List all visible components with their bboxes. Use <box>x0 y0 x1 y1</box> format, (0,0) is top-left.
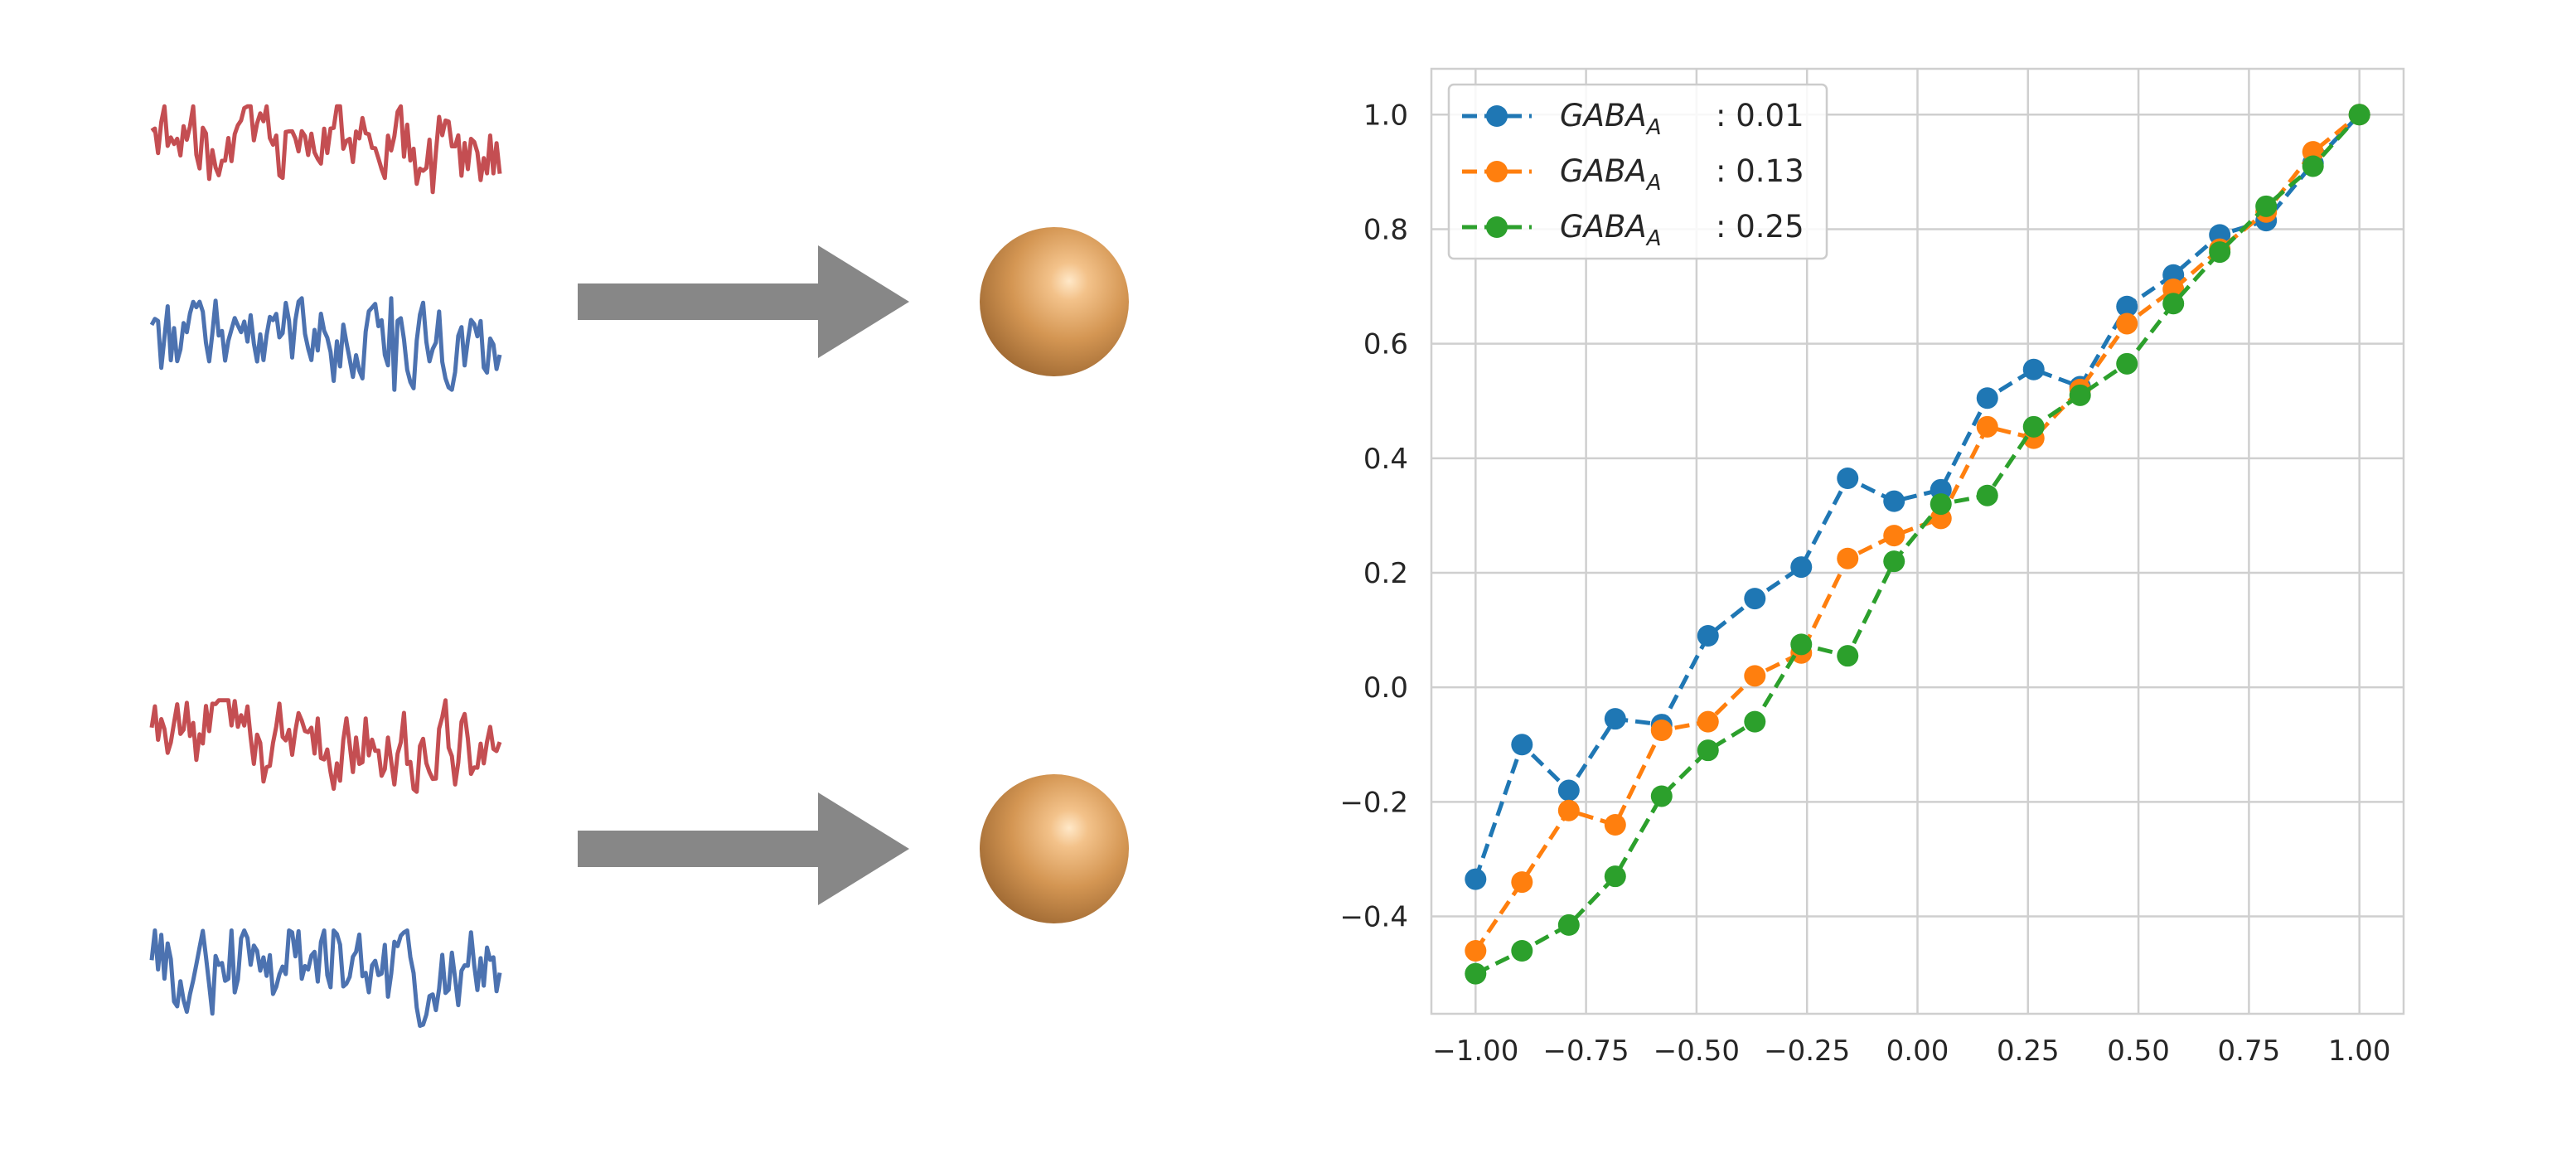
right-arrow-icon <box>578 792 909 905</box>
data-point <box>1697 625 1719 647</box>
x-tick-label: −0.75 <box>1543 1035 1629 1068</box>
y-tick-label: 1.0 <box>1363 99 1408 132</box>
signal-trace-blue-top <box>149 296 502 392</box>
x-tick-label: 0.50 <box>2107 1035 2170 1068</box>
legend-box <box>1447 83 1828 260</box>
data-point <box>1511 734 1533 756</box>
data-point <box>1790 556 1813 579</box>
data-point <box>1976 387 1998 409</box>
data-point <box>1883 550 1905 573</box>
data-point <box>1837 547 1859 569</box>
x-tick-label: −0.50 <box>1654 1035 1740 1068</box>
data-point <box>1511 940 1533 962</box>
data-point <box>2116 352 2138 375</box>
y-tick-label: 0.6 <box>1363 328 1408 361</box>
data-point <box>2209 241 2231 264</box>
data-point <box>1976 484 1998 506</box>
x-tick-label: 0.75 <box>2218 1035 2281 1068</box>
series-line <box>1474 113 2361 976</box>
data-point <box>1465 940 1487 962</box>
data-point <box>2022 358 2045 380</box>
data-point <box>2022 415 2045 438</box>
signal-trace-red-bottom <box>149 698 502 794</box>
neuron-sphere-icon <box>980 774 1129 923</box>
legend-value: : 0.01 <box>1716 98 1804 133</box>
signal-traces <box>149 104 502 1028</box>
data-point <box>1557 913 1580 936</box>
legend-label: GABAA <box>1560 209 1661 251</box>
data-point <box>2302 155 2324 177</box>
x-tick-label: 0.00 <box>1886 1035 1949 1068</box>
signal-trace-red-top <box>150 104 502 195</box>
legend-marker <box>1486 105 1508 127</box>
data-point <box>2069 384 2091 406</box>
y-tick-label: −0.4 <box>1339 901 1408 934</box>
legend-entry: GABAA : 0.01 <box>1462 98 1804 140</box>
legend-label: GABAA <box>1560 98 1661 140</box>
right-arrow-icon <box>578 245 909 358</box>
data-point <box>2162 293 2185 315</box>
y-tick-label: −0.2 <box>1339 786 1408 819</box>
data-point <box>1697 739 1719 762</box>
legend-entry: GABAA : 0.25 <box>1462 209 1804 251</box>
y-tick-label: 0.4 <box>1363 443 1408 476</box>
y-tick-label: 0.0 <box>1363 671 1408 705</box>
legend-value: : 0.13 <box>1716 153 1804 189</box>
data-point <box>1976 415 1998 438</box>
data-point <box>1511 871 1533 894</box>
data-point <box>1557 799 1580 821</box>
signal-trace-blue-bottom <box>149 928 502 1028</box>
series-layer <box>1465 104 2370 985</box>
data-point <box>1604 865 1626 888</box>
x-tick-label: 0.25 <box>1997 1035 2060 1068</box>
data-point <box>1744 710 1766 733</box>
data-point <box>1790 633 1813 656</box>
legend-marker <box>1486 216 1508 238</box>
data-point <box>1604 814 1626 836</box>
data-point <box>1744 665 1766 687</box>
data-point <box>1930 493 1952 516</box>
data-point <box>1883 525 1905 547</box>
data-point <box>2255 195 2278 217</box>
y-tick-label: 0.2 <box>1363 557 1408 590</box>
data-point <box>1465 868 1487 890</box>
neuron-sphere-icon <box>980 227 1129 376</box>
scatter-line-chart: −1.00 −0.75 −0.50 −0.25 0.00 0.25 0.50 0.75 1.00… <box>1339 67 2405 1068</box>
legend-marker <box>1486 161 1508 182</box>
data-point <box>2348 104 2370 126</box>
y-axis-ticks: −0.4 −0.2 0.0 0.2 0.4 0.6 0.8 1.0 <box>1339 99 1408 933</box>
data-point <box>1650 785 1673 807</box>
data-point <box>1837 468 1859 489</box>
grid-lines <box>1431 69 2404 1014</box>
x-axis-ticks: −1.00 −0.75 −0.50 −0.25 0.00 0.25 0.50 0.75 1.00 <box>1432 1035 2390 1068</box>
x-tick-label: 1.00 <box>2328 1035 2391 1068</box>
data-point <box>1557 779 1580 802</box>
x-tick-label: −1.00 <box>1432 1035 1518 1068</box>
data-point <box>1650 720 1673 741</box>
data-point <box>1837 645 1859 667</box>
data-point <box>1604 708 1626 730</box>
data-point <box>2116 313 2138 335</box>
legend-label: GABAA <box>1560 153 1661 196</box>
legend: GABAA : 0.01 GABAA : 0.13 GABAA : 0.25 <box>1447 83 1828 260</box>
data-point <box>1883 490 1905 512</box>
legend-value: : 0.25 <box>1716 209 1804 245</box>
x-tick-label: −0.25 <box>1764 1035 1850 1068</box>
data-point <box>1697 710 1719 733</box>
data-point <box>2116 295 2138 317</box>
y-tick-label: 0.8 <box>1363 213 1408 246</box>
data-point <box>1744 588 1766 610</box>
legend-entry: GABAA : 0.13 <box>1462 153 1804 196</box>
data-point <box>1465 962 1487 985</box>
series-3 <box>1465 104 2370 985</box>
